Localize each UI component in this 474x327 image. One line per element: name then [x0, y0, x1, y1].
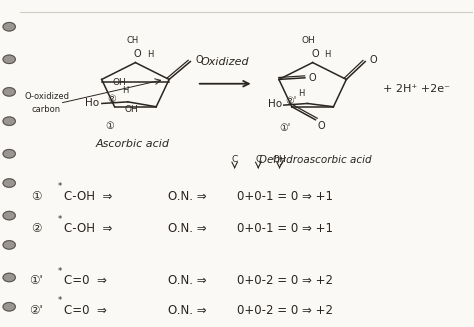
Circle shape [3, 241, 15, 249]
Text: C: C [255, 154, 261, 164]
Circle shape [3, 23, 15, 31]
Text: C-OH  ⇒: C-OH ⇒ [64, 222, 113, 235]
Text: OH: OH [125, 106, 139, 114]
Text: Ho: Ho [268, 99, 283, 110]
Text: ①: ① [31, 190, 41, 202]
Text: O: O [195, 55, 203, 65]
Circle shape [3, 211, 15, 220]
Text: O: O [134, 49, 142, 59]
Text: *: * [58, 215, 62, 224]
Text: OH: OH [273, 154, 286, 164]
Text: H: H [324, 50, 331, 59]
Text: O: O [311, 49, 319, 59]
Text: ①': ①' [279, 123, 290, 133]
Text: O.N. ⇒: O.N. ⇒ [168, 274, 207, 287]
Text: O.N. ⇒: O.N. ⇒ [168, 303, 207, 317]
Text: H: H [147, 50, 154, 59]
Text: C=0  ⇒: C=0 ⇒ [64, 274, 108, 287]
Text: H: H [299, 89, 305, 98]
Text: OH: OH [112, 78, 126, 87]
Text: C=0  ⇒: C=0 ⇒ [64, 303, 108, 317]
Circle shape [3, 273, 15, 282]
Text: O: O [318, 121, 326, 131]
Text: O.N. ⇒: O.N. ⇒ [168, 190, 207, 202]
Text: C-OH  ⇒: C-OH ⇒ [64, 190, 113, 202]
Text: Ho: Ho [85, 98, 100, 109]
Text: Ascorbic acid: Ascorbic acid [96, 139, 170, 149]
Text: 0+0-2 = 0 ⇒ +2: 0+0-2 = 0 ⇒ +2 [237, 303, 333, 317]
Circle shape [3, 88, 15, 96]
Text: H: H [122, 86, 128, 95]
Text: Dehydroascorbic acid: Dehydroascorbic acid [259, 155, 371, 165]
Text: CH: CH [127, 36, 139, 45]
Text: ②: ② [31, 222, 41, 235]
Text: O: O [309, 73, 316, 83]
Circle shape [3, 117, 15, 125]
Text: ②': ②' [29, 303, 43, 317]
Text: O: O [370, 55, 378, 65]
Circle shape [3, 55, 15, 63]
Text: carbon: carbon [31, 105, 61, 114]
Text: O.N. ⇒: O.N. ⇒ [168, 222, 207, 235]
Circle shape [3, 302, 15, 311]
Text: ②': ②' [285, 96, 296, 106]
Circle shape [3, 149, 15, 158]
Text: *: * [58, 182, 62, 191]
Text: 0+0-1 = 0 ⇒ +1: 0+0-1 = 0 ⇒ +1 [237, 190, 333, 202]
Text: 0+0-1 = 0 ⇒ +1: 0+0-1 = 0 ⇒ +1 [237, 222, 333, 235]
Text: ①': ①' [29, 274, 43, 287]
Text: OH: OH [301, 36, 315, 45]
Text: ②: ② [108, 94, 117, 104]
Circle shape [3, 179, 15, 187]
Text: + 2H⁺ +2e⁻: + 2H⁺ +2e⁻ [383, 84, 450, 94]
Text: O-oxidized: O-oxidized [24, 92, 69, 101]
Text: Oxidized: Oxidized [201, 58, 249, 67]
Text: ①: ① [105, 121, 114, 131]
Text: *: * [58, 267, 62, 276]
Text: 0+0-2 = 0 ⇒ +2: 0+0-2 = 0 ⇒ +2 [237, 274, 333, 287]
Text: *: * [58, 296, 62, 305]
Text: C: C [231, 154, 238, 164]
